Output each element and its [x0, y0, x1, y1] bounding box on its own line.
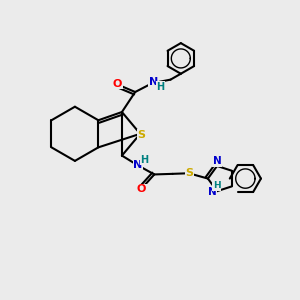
Text: S: S — [138, 130, 146, 140]
Text: S: S — [185, 168, 193, 178]
Text: H: H — [156, 82, 165, 92]
Text: O: O — [113, 79, 122, 89]
Text: N: N — [133, 160, 142, 170]
Text: N: N — [208, 187, 217, 197]
Text: H: H — [140, 155, 148, 165]
Text: N: N — [149, 77, 158, 87]
Text: N: N — [213, 156, 222, 166]
Text: O: O — [137, 184, 146, 194]
Text: H: H — [213, 182, 220, 190]
